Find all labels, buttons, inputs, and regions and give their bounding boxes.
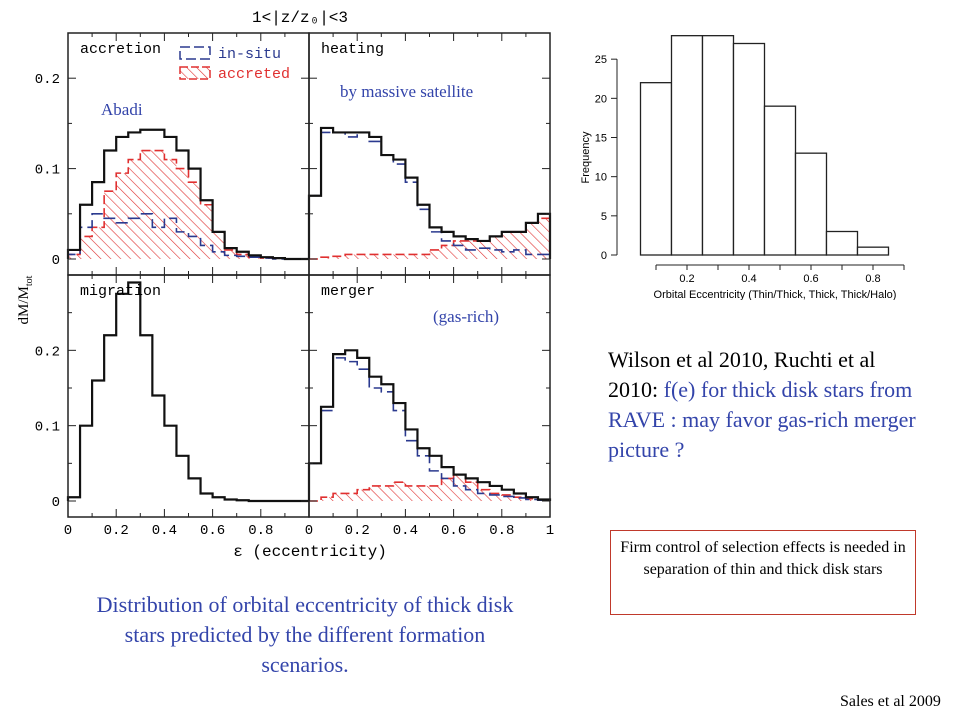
- rave-y-tick-label: 15: [595, 133, 607, 145]
- x-axis-label: ε (eccentricity): [233, 543, 387, 561]
- x-tick-label: 0: [64, 523, 72, 539]
- y-tick-label: 0: [52, 253, 60, 269]
- rave-bar: [856, 246, 890, 256]
- y-axis-label-sub: tot: [24, 275, 35, 286]
- x-tick-label: 0.4: [393, 523, 418, 539]
- rave-x-tick-label: 0.2: [679, 273, 694, 285]
- x-tick-label: 0.6: [441, 523, 466, 539]
- x-tick-label: 0: [305, 523, 313, 539]
- y-axis-label: dM/Mtot: [16, 275, 35, 324]
- rave-y-tick-label: 20: [595, 93, 607, 105]
- series-total-heating: [307, 126, 552, 259]
- credit-text: Sales et al 2009: [840, 693, 941, 710]
- y-tick-label: 0.1: [35, 420, 60, 436]
- rave-group: 0 5 10 15 20 25 0.2 0.4 0.6 0.8 Orbital Eccentrici…: [580, 35, 905, 300]
- selection-effects-box: Firm control of selection effects is nee…: [610, 530, 916, 615]
- rave-bar: [825, 230, 859, 256]
- series-in-situ-merger: [308, 357, 551, 502]
- rave-bar: [639, 82, 673, 256]
- x-tick-label: 1: [546, 523, 554, 539]
- rave-bar: [763, 105, 797, 256]
- series-total-merger: [307, 349, 552, 501]
- series-in-situ-accretion: [67, 213, 309, 260]
- legend-accreted-label: accreted: [218, 66, 290, 83]
- x-tick-label: 0.2: [345, 523, 370, 539]
- y-axis-label-main: dM/M: [16, 286, 32, 324]
- legend: in-situ accreted: [179, 46, 290, 83]
- note-gas-rich: (gas-rich): [433, 307, 500, 326]
- rave-bar: [701, 35, 735, 256]
- rave-y-tick-label: 25: [595, 54, 607, 66]
- x-tick-label: 0.2: [104, 523, 129, 539]
- series-total-migration: [66, 281, 309, 503]
- rave-y-tick-label: 5: [601, 211, 607, 223]
- x-tick-labels: 0 0.2 0.4 0.6 0.8 0 0.2 0.4 0.6 0.8 1: [64, 523, 554, 539]
- rave-y-axis-label: Frequency: [580, 131, 592, 183]
- y-tick-label: 0.2: [35, 72, 60, 88]
- rave-x-tick-label: 0.4: [741, 273, 756, 285]
- panel-title-heating: heating: [321, 41, 384, 58]
- y-tick-label: 0: [52, 495, 60, 511]
- simulation-histogram-figure: 1<|z/z₀|<3 accretion 0 0.1 0.2 heating migrat…: [16, 9, 554, 561]
- rave-x-axis-label: Orbital Eccentricity (Thin/Thick, Thick,…: [654, 289, 897, 300]
- panel-title-merger: merger: [321, 283, 375, 300]
- rave-x-tick-label: 0.6: [803, 273, 818, 285]
- wilson-text: Wilson et al 2010, Ruchti et al 2010: f(…: [608, 345, 928, 465]
- legend-accreted-swatch: [179, 66, 211, 80]
- panel-frame-migration: [67, 274, 310, 518]
- rave-x-tick-label: 0.8: [865, 273, 880, 285]
- note-abadi: Abadi: [101, 100, 143, 119]
- panel-title-migration: migration: [80, 283, 161, 300]
- x-tick-label: 0.6: [200, 523, 225, 539]
- wilson-text-blue: f(e) for thick disk stars from RAVE : ma…: [608, 377, 916, 462]
- y-tick-label: 0.2: [35, 344, 60, 360]
- rave-y-tick-label: 0: [601, 250, 607, 262]
- rave-bar: [732, 42, 766, 256]
- y-tick-label: 0.1: [35, 163, 60, 179]
- x-tick-label: 0.4: [152, 523, 177, 539]
- panel-heating: heating: [307, 32, 552, 276]
- rave-bar: [794, 152, 828, 256]
- legend-insitu-swatch: [179, 46, 211, 60]
- panel-accretion: accretion 0 0.1 0.2: [35, 32, 310, 276]
- panels-group: accretion00.10.2heatingmigration00.10.2m…: [35, 32, 554, 539]
- rave-bar: [670, 35, 704, 256]
- legend-insitu-label: in-situ: [218, 46, 281, 63]
- svg-text:dM/Mtot: dM/Mtot: [16, 275, 35, 324]
- x-tick-label: 0.8: [248, 523, 273, 539]
- top-label: 1<|z/z₀|<3: [252, 9, 348, 27]
- series-total-accretion: [66, 128, 309, 261]
- panel-title-accretion: accretion: [80, 41, 161, 58]
- caption: Distribution of orbital eccentricity of …: [96, 592, 514, 677]
- rave-histogram: 0 5 10 15 20 25 0.2 0.4 0.6 0.8 Orbital Eccentrici…: [580, 35, 905, 300]
- panel-migration: migration 0 0.1 0.2: [35, 274, 310, 518]
- wilson-text-black: Wilson et al 2010, Ruchti et al 2010:: [608, 347, 876, 402]
- note-massive-satellite: by massive satellite: [340, 82, 474, 101]
- panel-frame-merger: [308, 274, 551, 518]
- panel-merger: merger: [307, 274, 552, 518]
- x-tick-label: 0.8: [489, 523, 514, 539]
- rave-y-tick-label: 10: [595, 172, 607, 184]
